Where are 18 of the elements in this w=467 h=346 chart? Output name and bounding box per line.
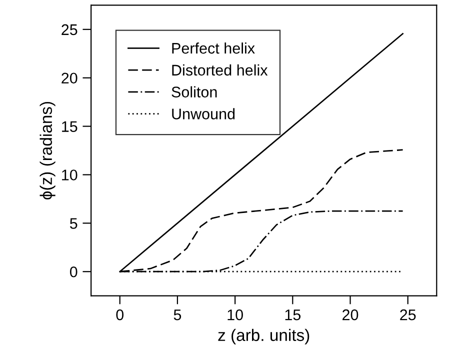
y-tick-label: 10 [62,170,78,180]
x-tick-label: 15 [285,310,301,320]
x-tick-label: 0 [116,309,124,320]
x-tick-label: 10 [228,309,243,320]
x-axis-title: z (arb. units) [218,328,310,344]
x-tick-label: 25 [400,309,416,320]
x-tick-label: 20 [342,309,358,320]
y-tick-label: 0 [70,266,78,278]
legend-label: Unwound [172,108,235,120]
y-axis-title: ϕ(z) (radians) [40,102,56,200]
legend-label: Soliton [172,86,217,98]
y-tick-label: 15 [62,121,78,132]
legend-label: Distorted helix [172,64,268,76]
y-tick-label: 20 [62,72,78,84]
y-tick-label: 5 [70,218,78,229]
x-tick-label: 5 [174,310,182,320]
y-tick-label: 25 [62,24,78,36]
legend-label: Perfect helix [172,42,255,54]
